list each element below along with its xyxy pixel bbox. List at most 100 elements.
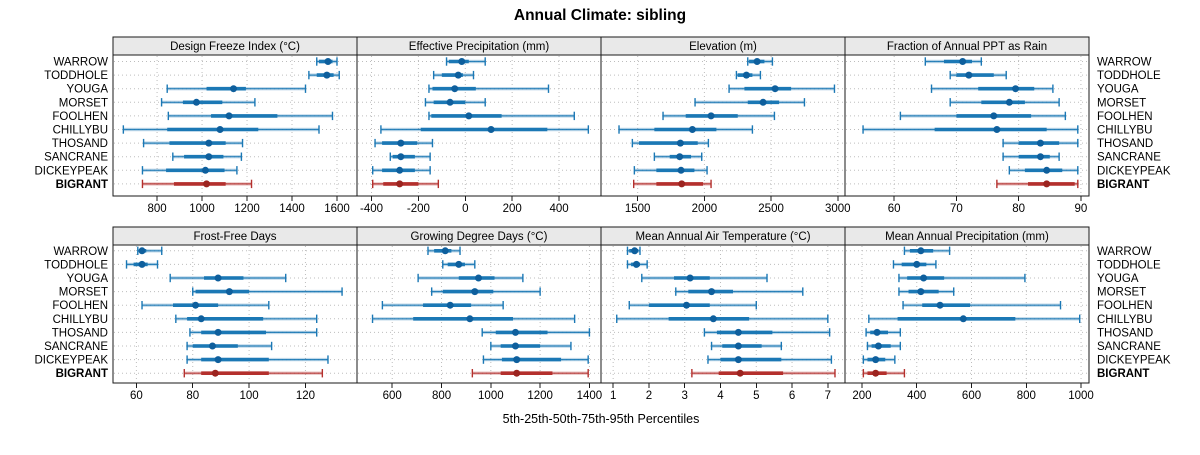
series-morset: [694, 98, 806, 107]
panel-frame: [356, 244, 602, 384]
series-thosand: [865, 328, 902, 337]
site-label-right: FOOLHEN: [1097, 111, 1153, 123]
median-dot: [708, 288, 716, 296]
median-dot: [736, 369, 744, 377]
series-morset: [898, 287, 955, 296]
x-tick-label: 800: [432, 390, 451, 402]
panel-mean-annual-air-temperature-c: Mean Annual Air Temperature (°C) 1 2 3 4 5 6 7: [600, 226, 846, 402]
panel-strip-label: Fraction of Annual PPT as Rain: [887, 41, 1047, 53]
series-toddhole: [442, 260, 476, 269]
median-dot: [511, 342, 519, 350]
series-thosand: [481, 328, 591, 337]
x-tick-label: 1500: [625, 203, 651, 215]
median-dot: [753, 58, 761, 65]
median-dot: [683, 301, 691, 309]
series-sancrane: [1002, 152, 1060, 161]
median-dot: [771, 85, 779, 93]
x-tick-label: 3000: [825, 203, 851, 215]
site-label-left: FOOLHEN: [52, 300, 108, 312]
panel-frost-free-days: Frost-Free Days 60 80 100 120: [112, 226, 358, 402]
panel-x-axis: 600 800 1000 1200 1400: [383, 383, 602, 402]
median-dot: [214, 328, 222, 336]
panel-frame: [112, 54, 358, 197]
median-dot: [1005, 98, 1013, 106]
x-tick-label: 800: [147, 203, 166, 215]
site-label-left: MORSET: [59, 97, 108, 109]
series-foolhen: [428, 111, 575, 121]
median-dot: [475, 274, 483, 282]
site-label-right: THOSAND: [1097, 138, 1153, 150]
series-warrow: [924, 57, 983, 66]
median-dot: [1036, 139, 1044, 147]
series-dickeypeak: [372, 166, 431, 175]
series-foolhen: [899, 111, 1067, 121]
median-dot: [734, 328, 742, 336]
site-label-right: SANCRANE: [1097, 152, 1161, 164]
median-dot: [1043, 180, 1051, 188]
x-tick-label: 200: [503, 203, 522, 215]
median-dot: [913, 260, 921, 268]
median-dot: [205, 153, 213, 161]
x-tick-label: 60: [130, 390, 143, 402]
site-label-right: CHILLYBU: [1097, 125, 1152, 137]
series-dickeypeak: [482, 355, 589, 364]
median-dot: [734, 342, 742, 350]
series-foolhen: [141, 301, 270, 310]
median-dot: [965, 71, 973, 79]
median-dot: [631, 247, 639, 255]
series-bigrant: [141, 179, 253, 189]
series-morset: [192, 287, 343, 296]
median-dot: [513, 356, 521, 364]
x-tick-label: 0: [462, 203, 468, 215]
site-label-left: WARROW: [53, 57, 108, 69]
series-toddhole: [125, 260, 159, 269]
series-dickeypeak: [707, 355, 833, 364]
series-toddhole: [735, 70, 762, 80]
series-warrow: [137, 246, 163, 255]
site-label-left: YOUGA: [66, 273, 108, 285]
series-youga: [898, 273, 1026, 283]
median-dot: [513, 369, 521, 377]
series-morset: [424, 98, 486, 107]
x-tick-label: 5: [753, 390, 759, 402]
panel-strip-label: Mean Annual Precipitation (mm): [885, 231, 1049, 243]
series-thosand: [374, 138, 434, 148]
median-dot: [471, 288, 479, 296]
site-label-right: DICKEYPEAK: [1097, 165, 1171, 177]
median-dot: [1012, 85, 1020, 93]
series-warrow: [427, 246, 461, 255]
series-bigrant: [691, 369, 836, 378]
x-tick-label: 2000: [692, 203, 718, 215]
x-tick-label: 70: [950, 203, 963, 215]
series-youga: [428, 84, 550, 93]
x-tick-label: 400: [907, 390, 926, 402]
median-dot: [138, 247, 146, 255]
series-dickeypeak: [141, 166, 238, 175]
series-chillybu: [122, 125, 320, 134]
panel-strip-label: Frost-Free Days: [193, 231, 276, 243]
panel-frame: [844, 244, 1090, 384]
site-label-right: WARROW: [1097, 246, 1152, 258]
site-label-right: YOUGA: [1097, 273, 1139, 285]
panel-strip-label: Design Freeze Index (°C): [170, 41, 300, 53]
median-dot: [993, 126, 1001, 133]
series-youga: [169, 273, 287, 283]
series-foolhen: [902, 301, 1062, 310]
median-dot: [225, 112, 233, 120]
series-toddhole: [626, 260, 648, 269]
panel-strip-label: Mean Annual Air Temperature (°C): [635, 231, 810, 243]
series-chillybu: [618, 125, 754, 134]
site-label-left: CHILLYBU: [53, 314, 108, 326]
x-tick-label: 1: [610, 390, 616, 402]
median-dot: [742, 71, 750, 79]
median-dot: [230, 85, 238, 93]
panel-growing-degree-days-c: Growing Degree Days (°C) 600 800 1000 1200 14…: [356, 226, 602, 402]
x-tick-label: -400: [360, 203, 383, 215]
x-tick-label: 600: [383, 390, 402, 402]
panel-frame: [600, 54, 846, 197]
x-tick-label: 2500: [758, 203, 784, 215]
series-sancrane: [490, 341, 572, 351]
site-label-right: TODDHOLE: [1097, 70, 1161, 82]
panel-x-axis: 200 400 600 800 1000: [852, 383, 1094, 402]
